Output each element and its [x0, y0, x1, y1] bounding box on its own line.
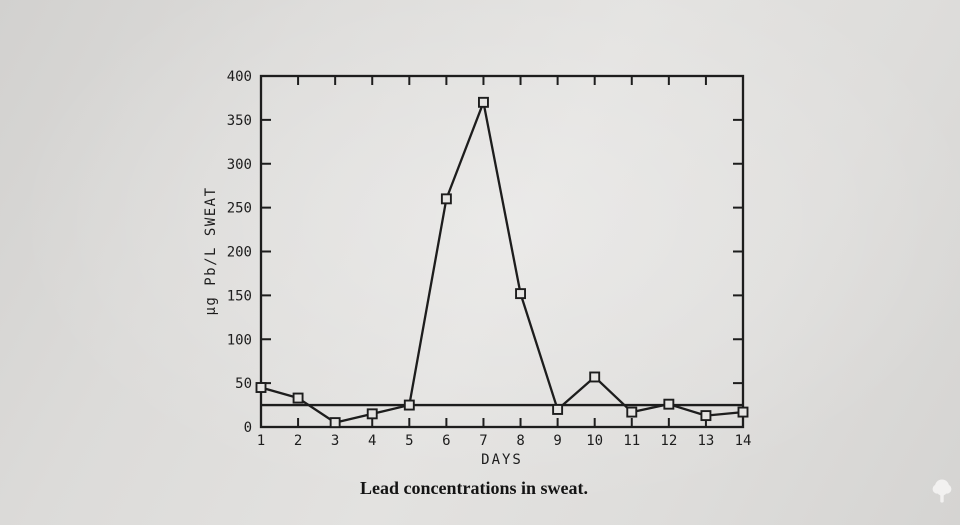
y-tick-label: 100: [227, 332, 252, 348]
y-tick-label: 300: [227, 157, 252, 173]
x-tick-label: 9: [553, 433, 561, 449]
data-line: [260, 101, 744, 424]
plot-frame: [259, 74, 745, 429]
y-tick-label: 200: [227, 245, 252, 261]
y-axis-title: µg Pb/L SWEAT: [203, 186, 219, 316]
data-point-marker: [552, 404, 564, 415]
y-tick-label: 50: [235, 376, 252, 392]
data-point-marker: [366, 408, 378, 420]
x-tick-label: 1: [257, 433, 265, 449]
data-point-marker: [292, 392, 304, 404]
data-point-marker: [403, 399, 415, 411]
x-tick-label: 4: [368, 433, 376, 449]
data-point-marker: [700, 410, 712, 422]
data-point-marker: [478, 96, 489, 108]
data-point-marker: [737, 406, 749, 418]
x-tick-label: 11: [623, 433, 640, 449]
tree-logo-icon: [931, 478, 953, 506]
y-tick-label: 350: [227, 113, 252, 129]
y-tick-label: 150: [227, 288, 252, 304]
data-point-marker: [663, 398, 675, 410]
x-tick-label: 2: [294, 433, 302, 449]
figure-caption: Lead concentrations in sweat.: [360, 478, 588, 498]
data-point-marker: [440, 193, 452, 205]
x-tick-label: 8: [516, 433, 524, 449]
data-point-marker: [589, 371, 601, 383]
data-point-marker: [255, 382, 267, 393]
x-tick-label: 5: [405, 433, 413, 449]
y-tick-label: 0: [244, 420, 252, 436]
data-point-marker: [626, 406, 638, 418]
y-tick-label: 250: [227, 201, 252, 217]
x-tick-label: 10: [586, 433, 603, 449]
x-tick-label: 3: [331, 433, 339, 449]
data-point-marker: [515, 288, 526, 300]
x-tick-label: 13: [697, 433, 714, 449]
x-tick-label: 6: [442, 433, 450, 449]
x-tick-label: 14: [735, 433, 752, 449]
x-axis-title: DAYS: [481, 452, 523, 468]
x-tick-label: 12: [660, 433, 677, 449]
data-point-marker: [329, 417, 341, 429]
y-tick-label: 400: [227, 69, 252, 85]
x-tick-label: 7: [479, 433, 487, 449]
